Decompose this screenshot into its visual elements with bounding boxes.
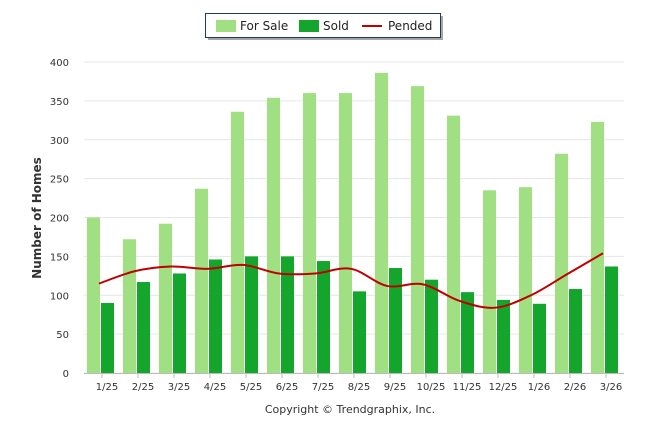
- pended-line: [98, 252, 604, 309]
- y-tick-label: 200: [50, 214, 69, 225]
- bar-for-sale: [87, 217, 100, 373]
- x-tick-label: 4/25: [204, 382, 226, 393]
- bar-sold: [281, 256, 294, 373]
- y-tick-label: 100: [50, 291, 69, 302]
- x-tick-label: 3/26: [600, 382, 622, 393]
- bar-for-sale: [447, 115, 460, 374]
- bar-for-sale: [231, 111, 244, 373]
- bar-sold: [389, 268, 402, 373]
- bar-for-sale: [159, 223, 172, 373]
- y-tick-label: 150: [50, 252, 69, 263]
- legend-box: [205, 13, 441, 38]
- bar-for-sale: [519, 187, 532, 373]
- x-tick-label: 11/25: [453, 382, 482, 393]
- bar-sold: [317, 261, 330, 373]
- y-tick-label: 50: [56, 330, 69, 341]
- bar-sold: [425, 279, 438, 373]
- y-tick-label: 350: [50, 97, 69, 108]
- x-tick-label: 7/25: [312, 382, 334, 393]
- x-tick-label: 6/25: [276, 382, 298, 393]
- x-tick-label: 9/25: [384, 382, 406, 393]
- y-axis-ticks: 0 50 100 150 200 250 300 350 400: [50, 58, 69, 380]
- x-tick-label: 3/25: [168, 382, 190, 393]
- legend-label: For Sale: [240, 19, 288, 33]
- bar-for-sale: [555, 153, 568, 373]
- legend: For Sale Sold Pended: [205, 13, 443, 40]
- bar-sold: [533, 303, 546, 373]
- y-axis-title: Number of Homes: [30, 157, 44, 279]
- x-tick-label: 2/26: [564, 382, 586, 393]
- bar-sold: [245, 256, 258, 373]
- x-tick-label: 5/25: [240, 382, 262, 393]
- bar-sold: [209, 259, 222, 373]
- legend-label: Sold: [323, 19, 349, 33]
- bar-sold: [569, 289, 582, 373]
- bar-sold: [173, 273, 186, 373]
- bar-for-sale: [339, 93, 352, 373]
- copyright-text: Copyright © Trendgraphix, Inc.: [265, 403, 435, 416]
- y-tick-label: 300: [50, 136, 69, 147]
- bars: [87, 72, 618, 374]
- x-tick-label: 10/25: [417, 382, 446, 393]
- bar-for-sale: [375, 72, 388, 373]
- bar-for-sale: [411, 86, 424, 373]
- bar-sold: [461, 292, 474, 373]
- x-tick-label: 8/25: [348, 382, 370, 393]
- pended-line-path: [98, 252, 604, 309]
- x-tick-label: 1/26: [528, 382, 550, 393]
- bar-for-sale: [123, 239, 136, 373]
- bar-for-sale: [195, 188, 208, 373]
- y-tick-label: 0: [63, 369, 69, 380]
- bar-sold: [605, 266, 618, 373]
- bar-sold: [497, 299, 510, 373]
- legend-swatch: [299, 20, 319, 32]
- legend-label: Pended: [388, 19, 432, 33]
- bar-for-sale: [483, 190, 496, 373]
- bar-for-sale: [267, 97, 280, 373]
- y-tick-label: 400: [50, 58, 69, 69]
- x-tick-label: 12/25: [489, 382, 518, 393]
- bar-for-sale: [591, 121, 604, 374]
- x-tick-label: 2/25: [132, 382, 154, 393]
- y-tick-label: 250: [50, 175, 69, 186]
- legend-swatch: [216, 20, 236, 32]
- bar-sold: [353, 291, 366, 373]
- bar-sold: [101, 303, 114, 373]
- x-axis-ticks: 1/25 2/25 3/25 4/25 5/25 6/25 7/25 8/25 9/25 10/2…: [96, 373, 622, 393]
- x-tick-label: 1/25: [96, 382, 118, 393]
- bar-sold: [137, 282, 150, 373]
- bar-for-sale: [303, 93, 316, 373]
